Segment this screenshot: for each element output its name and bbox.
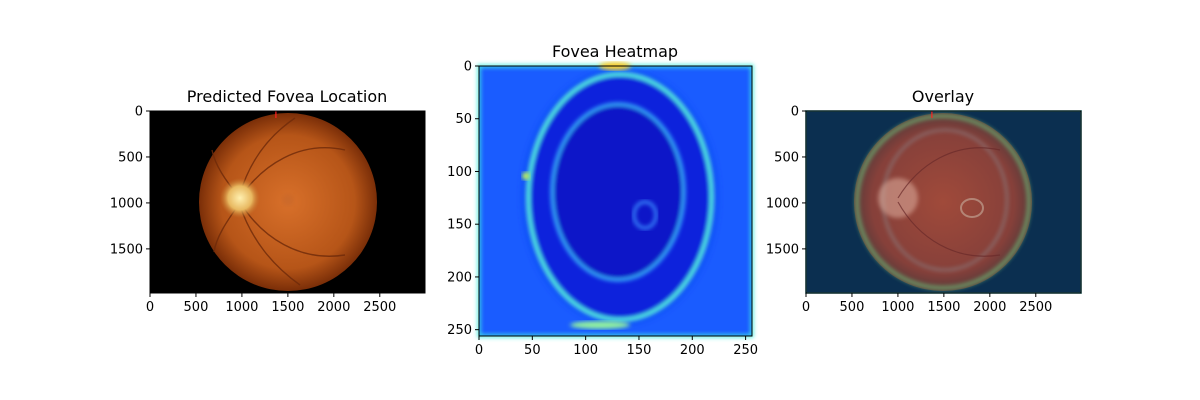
x-tick-label: 0 <box>146 300 154 315</box>
x-tick-label: 200 <box>680 343 705 358</box>
y-tick-label: 200 <box>447 270 472 285</box>
panel-predicted: Predicted Fovea Location 0 500 1000 1500 200… <box>110 87 426 316</box>
x-tick-label: 0 <box>475 343 483 358</box>
y-tick-label: 1500 <box>766 242 799 257</box>
axis-ticks: 0 500 1000 1500 2000 2500 0 500 1000 1500 <box>766 105 1052 316</box>
panel-overlay: Overlay 0 500 1000 1500 2000 2500 0 500 1000 1500 <box>766 87 1082 316</box>
heatmap-image <box>477 62 754 338</box>
x-tick-label: 2000 <box>317 300 350 315</box>
panel-title: Overlay <box>912 87 974 106</box>
y-tick-label: 1500 <box>110 242 143 257</box>
x-tick-label: 1000 <box>881 300 914 315</box>
x-tick-label: 500 <box>840 300 865 315</box>
x-tick-label: 250 <box>733 343 758 358</box>
x-tick-label: 500 <box>184 300 209 315</box>
panel-title: Fovea Heatmap <box>552 42 678 61</box>
x-tick-label: 2500 <box>1019 300 1052 315</box>
optic-disc <box>220 178 260 218</box>
axis-ticks: 0 500 1000 1500 2000 2500 0 500 1000 1500 <box>110 105 396 316</box>
y-tick-label: 250 <box>447 323 472 338</box>
x-tick-label: 1000 <box>225 300 258 315</box>
fundus-image <box>150 111 425 293</box>
panel-heatmap: Fovea Heatmap 0 50 100 150 200 25005010015020… <box>447 42 758 358</box>
y-tick-label: 1000 <box>766 196 799 211</box>
x-tick-label: 2500 <box>363 300 396 315</box>
y-tick-label: 500 <box>118 150 143 165</box>
y-tick-label: 500 <box>774 150 799 165</box>
x-tick-label: 100 <box>573 343 598 358</box>
y-tick-label: 0 <box>791 105 799 120</box>
y-tick-label: 1000 <box>110 196 143 211</box>
x-tick-label: 50 <box>524 343 541 358</box>
y-tick-label: 50 <box>455 112 472 127</box>
overlay-image <box>805 110 1082 294</box>
x-tick-label: 2000 <box>973 300 1006 315</box>
x-tick-label: 1500 <box>271 300 304 315</box>
x-tick-label: 0 <box>802 300 810 315</box>
y-tick-label: 150 <box>447 218 472 233</box>
x-tick-label: 150 <box>627 343 652 358</box>
x-tick-label: 1500 <box>927 300 960 315</box>
y-tick-label: 100 <box>447 165 472 180</box>
panel-title: Predicted Fovea Location <box>187 87 388 106</box>
y-tick-label: 0 <box>135 105 143 120</box>
y-tick-label: 0 <box>464 60 472 75</box>
axes-frame <box>478 65 753 337</box>
